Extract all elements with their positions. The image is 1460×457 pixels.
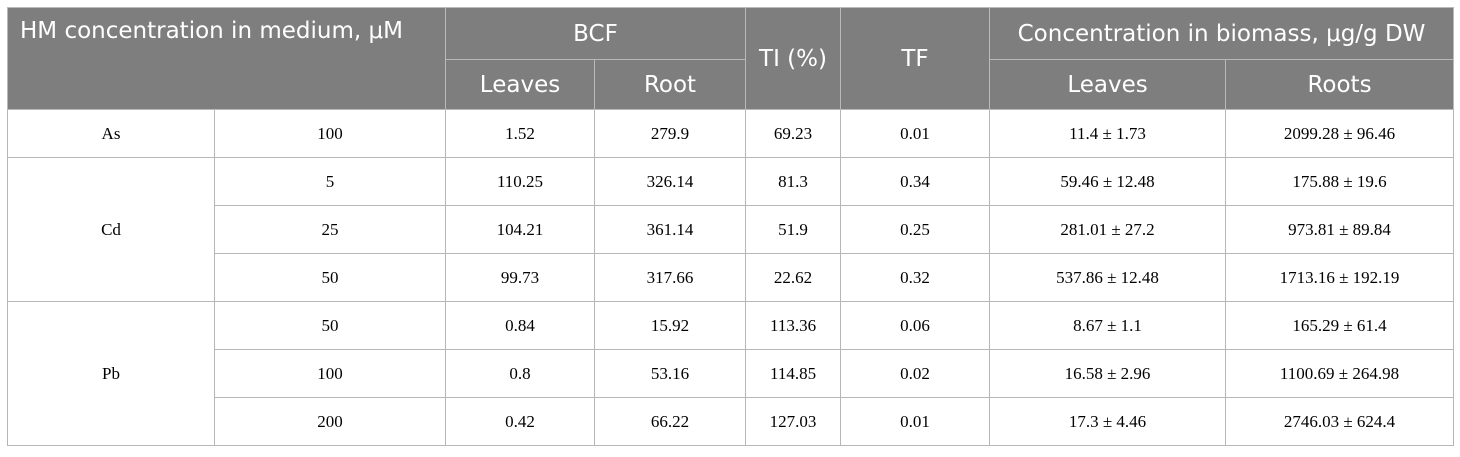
table-row: Pb 50 0.84 15.92 113.36 0.06 8.67 ± 1.1 … xyxy=(7,301,1455,446)
header-bcf-leaves: Leaves xyxy=(445,59,595,110)
concentration-cell: 100 xyxy=(214,109,446,158)
metal-cell: Cd xyxy=(7,157,215,302)
tf-cell: 0.32 xyxy=(840,253,991,302)
header-ti: TI (%) xyxy=(745,7,842,110)
table-row: Cd 5 110.25 326.14 81.3 0.34 59.46 ± 12.… xyxy=(7,157,1455,302)
concentration-cell: 50 xyxy=(214,253,446,302)
table-row: 50 99.73 317.66 22.62 0.32 537.86 ± 12.4… xyxy=(8,253,1455,302)
tf-cell: 0.25 xyxy=(840,205,991,254)
conc-leaves-cell: 16.58 ± 2.96 xyxy=(989,349,1227,398)
bcf-leaves-cell: 0.42 xyxy=(445,397,595,446)
tf-cell: 0.06 xyxy=(840,301,991,350)
header-conc-leaves: Leaves xyxy=(989,59,1227,110)
bcf-leaves-cell: 0.84 xyxy=(445,301,595,350)
conc-roots-cell: 175.88 ± 19.6 xyxy=(1225,157,1455,206)
header-hm-concentration: HM concentration in medium, μM xyxy=(7,7,446,110)
bcf-root-cell: 66.22 xyxy=(593,397,747,446)
bcf-root-cell: 15.92 xyxy=(593,301,747,350)
concentration-cell: 5 xyxy=(214,157,446,206)
bcf-root-cell: 361.14 xyxy=(593,205,747,254)
table-row: 200 0.42 66.22 127.03 0.01 17.3 ± 4.46 2… xyxy=(8,397,1455,446)
ti-cell: 69.23 xyxy=(745,109,842,158)
header-bcf: BCF xyxy=(444,7,747,60)
bcf-root-cell: 326.14 xyxy=(593,157,747,206)
tf-cell: 0.01 xyxy=(840,397,991,446)
bcf-root-cell: 53.16 xyxy=(593,349,747,398)
metal-cell: As xyxy=(7,109,215,158)
header-conc-roots: Roots xyxy=(1225,59,1455,110)
conc-leaves-cell: 11.4 ± 1.73 xyxy=(989,109,1227,158)
table-row: 25 104.21 361.14 51.9 0.25 281.01 ± 27.2… xyxy=(8,205,1455,254)
table-row: 100 0.8 53.16 114.85 0.02 16.58 ± 2.96 1… xyxy=(8,349,1455,398)
bcf-leaves-cell: 99.73 xyxy=(445,253,595,302)
ti-cell: 127.03 xyxy=(745,397,842,446)
ti-cell: 51.9 xyxy=(745,205,842,254)
conc-roots-cell: 2099.28 ± 96.46 xyxy=(1225,109,1455,158)
concentration-cell: 100 xyxy=(214,349,446,398)
header-bcf-root: Root xyxy=(593,59,747,110)
header-row: HM concentration in medium, μM BCF TI (%… xyxy=(7,7,1455,110)
bcf-root-cell: 279.9 xyxy=(593,109,747,158)
ti-cell: 22.62 xyxy=(745,253,842,302)
conc-roots-cell: 2746.03 ± 624.4 xyxy=(1225,397,1455,446)
conc-roots-cell: 973.81 ± 89.84 xyxy=(1225,205,1455,254)
concentration-cell: 25 xyxy=(214,205,446,254)
conc-leaves-cell: 59.46 ± 12.48 xyxy=(989,157,1227,206)
tf-cell: 0.34 xyxy=(840,157,991,206)
conc-roots-cell: 1713.16 ± 192.19 xyxy=(1225,253,1455,302)
conc-leaves-cell: 537.86 ± 12.48 xyxy=(989,253,1227,302)
concentration-cell: 50 xyxy=(214,301,446,350)
ti-cell: 81.3 xyxy=(745,157,842,206)
conc-leaves-cell: 8.67 ± 1.1 xyxy=(989,301,1227,350)
tf-cell: 0.02 xyxy=(840,349,991,398)
concentration-cell: 200 xyxy=(214,397,446,446)
conc-roots-cell: 1100.69 ± 264.98 xyxy=(1225,349,1455,398)
subheader-row: Leaves Root Leaves Roots xyxy=(8,59,1455,110)
metal-cell: Pb xyxy=(7,301,215,446)
bcf-leaves-cell: 104.21 xyxy=(445,205,595,254)
bcf-leaves-cell: 110.25 xyxy=(445,157,595,206)
table-body: As 100 1.52 279.9 69.23 0.01 11.4 ± 1.73… xyxy=(7,109,1455,446)
table-row: As 100 1.52 279.9 69.23 0.01 11.4 ± 1.73… xyxy=(7,109,1455,158)
header-tf: TF xyxy=(840,7,991,110)
bcf-leaves-cell: 0.8 xyxy=(445,349,595,398)
bcf-root-cell: 317.66 xyxy=(593,253,747,302)
header-concentration-biomass: Concentration in biomass, μg/g DW xyxy=(989,7,1455,60)
ti-cell: 113.36 xyxy=(745,301,842,350)
tf-cell: 0.01 xyxy=(840,109,991,158)
conc-leaves-cell: 17.3 ± 4.46 xyxy=(989,397,1227,446)
data-table: HM concentration in medium, μM BCF TI (%… xyxy=(7,7,1455,446)
bcf-leaves-cell: 1.52 xyxy=(445,109,595,158)
ti-cell: 114.85 xyxy=(745,349,842,398)
conc-leaves-cell: 281.01 ± 27.2 xyxy=(989,205,1227,254)
conc-roots-cell: 165.29 ± 61.4 xyxy=(1225,301,1455,350)
